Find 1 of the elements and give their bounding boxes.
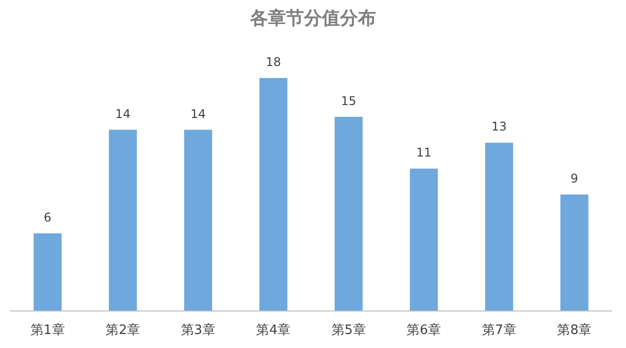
title: 各章节分值分布	[250, 8, 376, 29]
